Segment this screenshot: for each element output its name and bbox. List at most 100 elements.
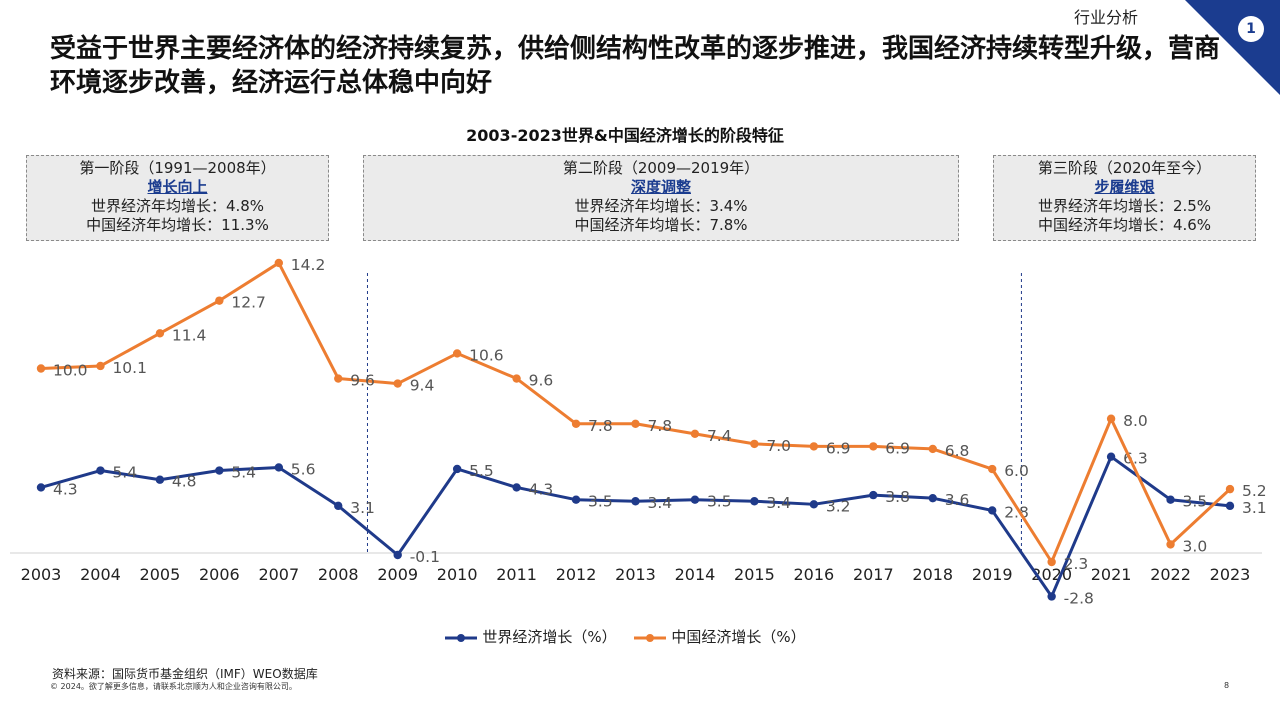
- data-label-world: 3.5: [588, 493, 613, 511]
- x-tick-label: 2004: [80, 565, 121, 584]
- data-label-china: 7.8: [648, 417, 673, 435]
- phase-period: 第一阶段（1991—2008年）: [79, 159, 276, 177]
- data-label-china: 12.7: [231, 294, 266, 312]
- data-label-world: 4.8: [172, 473, 197, 491]
- legend-item-world: 世界经济增长（%）: [444, 626, 617, 647]
- data-point-china: [1106, 414, 1116, 423]
- data-point-china: [1047, 557, 1056, 567]
- phase-box-2: 第二阶段（2009—2019年） 深度调整 世界经济年均增长：3.4% 中国经济…: [363, 155, 959, 241]
- x-tick-label: 2010: [437, 565, 478, 584]
- data-label-china: 7.8: [588, 417, 613, 435]
- data-point-china: [928, 444, 937, 454]
- series-line-china: [40, 261, 1232, 564]
- data-label-world: 5.5: [469, 462, 494, 480]
- phase-name: 深度调整: [630, 178, 691, 196]
- data-point-world: [1047, 592, 1056, 601]
- data-point-world: [96, 466, 105, 475]
- phase-period: 第二阶段（2009—2019年）: [562, 159, 760, 177]
- data-point-world: [869, 490, 878, 500]
- data-point-world: [928, 493, 937, 503]
- x-tick-label: 2018: [912, 565, 953, 584]
- x-tick-label: 2019: [972, 565, 1013, 584]
- data-label-world: 3.1: [1242, 499, 1267, 517]
- data-point-china: [36, 364, 46, 373]
- data-point-world: [988, 506, 997, 515]
- data-point-china: [452, 349, 462, 358]
- phase-name: 增长向上: [147, 178, 208, 196]
- data-point-china: [571, 419, 581, 428]
- page-badge: 1: [1238, 16, 1264, 42]
- data-label-china: 6.8: [945, 442, 970, 460]
- legend-label-china: 中国经济增长（%）: [671, 628, 806, 646]
- data-label-china: 2.3: [1064, 555, 1089, 573]
- data-point-china: [215, 296, 224, 305]
- x-tick-label: 2008: [318, 565, 359, 584]
- data-label-world: 4.3: [53, 480, 78, 498]
- data-label-china: 11.4: [172, 326, 207, 344]
- data-point-world: [452, 464, 462, 474]
- data-label-world: 3.6: [945, 491, 970, 509]
- data-label-china: 8.0: [1123, 412, 1148, 430]
- data-label-china: 6.0: [1004, 462, 1029, 480]
- data-label-world: 3.1: [350, 499, 375, 517]
- data-point-world: [631, 497, 640, 506]
- data-point-china: [512, 374, 521, 383]
- data-point-world: [274, 463, 283, 472]
- x-tick-label: 2007: [258, 565, 299, 584]
- data-label-china: 5.2: [1242, 482, 1267, 500]
- page-headline: 受益于世界主要经济体的经济持续复苏，供给侧结构性改革的逐步推进，我国经济持续转型…: [50, 34, 1221, 98]
- source-note: 资料来源：国际货币基金组织（IMF）WEO数据库: [52, 667, 318, 681]
- x-tick-label: 2014: [675, 565, 716, 584]
- data-label-world: 3.5: [707, 493, 732, 511]
- x-tick-label: 2017: [853, 565, 894, 584]
- phase-period: 第三阶段（2020年至今）: [1037, 159, 1212, 177]
- data-label-world: 5.6: [291, 460, 316, 478]
- phase-world-growth: 世界经济年均增长：4.8%: [90, 197, 265, 215]
- data-point-world: [512, 483, 521, 492]
- data-point-world: [36, 483, 46, 492]
- section-label: 行业分析: [1074, 8, 1139, 27]
- data-label-world: -0.1: [410, 548, 440, 566]
- data-label-world: 3.8: [885, 488, 910, 506]
- data-point-world: [690, 495, 700, 504]
- x-tick-label: 2021: [1091, 565, 1132, 584]
- phase-china-growth: 中国经济年均增长：11.3%: [86, 216, 269, 234]
- data-point-china: [869, 442, 878, 451]
- data-point-world: [571, 495, 581, 504]
- x-tick-label: 2023: [1210, 565, 1251, 584]
- data-label-world: 3.2: [826, 497, 851, 515]
- phase-world-growth: 世界经济年均增长：3.4%: [574, 197, 748, 215]
- data-point-world: [750, 497, 759, 506]
- chart-title: 2003-2023世界&中国经济增长的阶段特征: [466, 126, 784, 145]
- data-point-china: [96, 361, 105, 371]
- data-point-china: [274, 258, 283, 268]
- data-label-china: 7.0: [766, 437, 791, 455]
- legend-label-world: 世界经济增长（%）: [482, 628, 617, 646]
- legend-item-china: 中国经济增长（%）: [633, 626, 806, 647]
- data-label-world: 3.4: [766, 494, 791, 512]
- data-point-china: [988, 464, 997, 474]
- data-point-world: [393, 550, 402, 560]
- phase-box-1: 第一阶段（1991—2008年） 增长向上 世界经济年均增长：4.8% 中国经济…: [26, 155, 329, 241]
- x-tick-label: 2012: [556, 565, 597, 584]
- data-point-china: [690, 429, 700, 439]
- data-label-world: 5.4: [231, 464, 256, 482]
- data-label-world: 3.5: [1183, 493, 1208, 511]
- data-label-china: 6.9: [885, 439, 910, 457]
- x-tick-label: 2016: [793, 565, 834, 584]
- x-tick-label: 2009: [377, 565, 418, 584]
- x-tick-label: 2005: [140, 565, 181, 584]
- data-label-china: 9.6: [350, 372, 375, 390]
- phase-box-3: 第三阶段（2020年至今） 步履维艰 世界经济年均增长：2.5% 中国经济年均增…: [993, 155, 1256, 241]
- x-tick-label: 2006: [199, 565, 240, 584]
- data-point-china: [1225, 484, 1235, 494]
- data-point-world: [1106, 452, 1116, 461]
- data-point-world: [155, 475, 165, 484]
- data-point-china: [1166, 540, 1175, 549]
- data-point-china: [393, 379, 402, 388]
- data-point-world: [1166, 495, 1175, 504]
- data-label-world: 3.4: [648, 494, 673, 512]
- data-point-china: [155, 329, 165, 338]
- phase-name: 步履维艰: [1094, 178, 1155, 196]
